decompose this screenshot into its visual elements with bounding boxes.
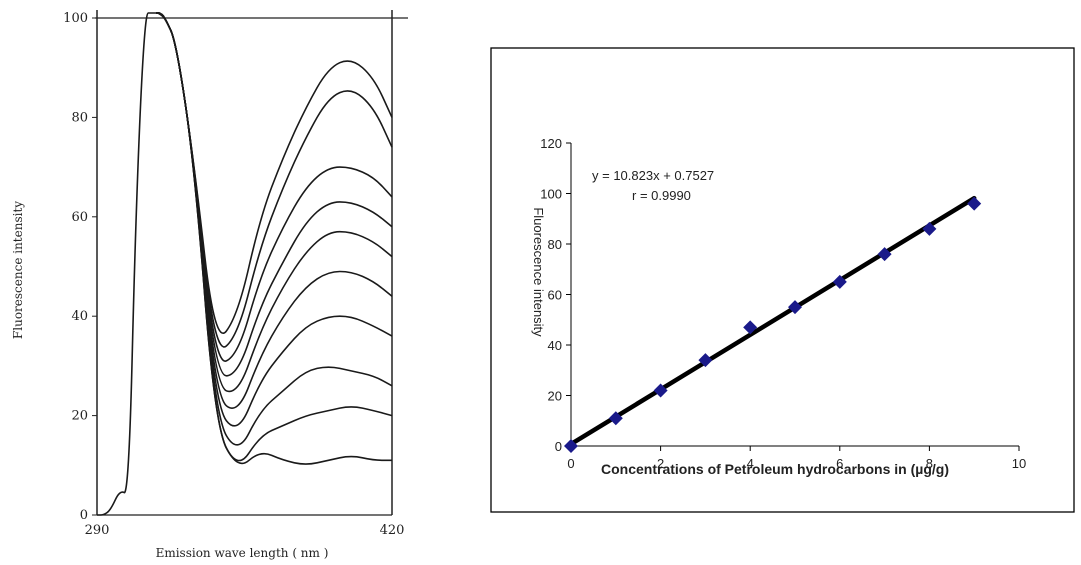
right-data-point xyxy=(788,300,802,315)
left-spectrum-line xyxy=(155,12,393,334)
right-x-tick-label: 0 xyxy=(567,456,574,471)
left-y-tick-label: 100 xyxy=(63,11,88,26)
left-x-tick-label: 420 xyxy=(380,523,405,538)
right-data-point xyxy=(922,221,937,236)
left-x-tick-label: 290 xyxy=(85,523,110,538)
left-spectrum-line xyxy=(155,12,393,462)
right-tick-group: 0 20 40 60 80 100 120 0 2 4 6 8 10 xyxy=(540,136,1026,471)
right-y-axis-label: Fluorescence intensity xyxy=(531,207,546,337)
right-data-point xyxy=(608,411,623,426)
right-data-point xyxy=(967,196,982,211)
right-data-point xyxy=(743,320,758,335)
left-spectrum-line xyxy=(155,12,393,393)
left-series-group xyxy=(97,12,393,516)
right-y-tick-label: 40 xyxy=(548,338,562,353)
left-spectrum-line xyxy=(155,12,393,427)
right-chart: 0 20 40 60 80 100 120 0 2 4 6 8 10 y = 10.823x + 0.7… xyxy=(490,47,1075,513)
right-y-tick-label: 100 xyxy=(540,187,562,202)
right-x-tick-label: 8 xyxy=(926,456,933,471)
left-chart: 0 20 40 60 80 100 290 420 Emission wave length … xyxy=(11,10,408,560)
left-spectrum-line xyxy=(155,12,393,377)
right-y-tick-label: 20 xyxy=(548,389,562,404)
right-data-point xyxy=(653,383,668,398)
right-data-point xyxy=(877,247,892,262)
right-x-tick-label: 4 xyxy=(747,456,754,471)
left-y-tick-label: 20 xyxy=(71,409,88,424)
left-tick-group: 0 20 40 60 80 100 290 420 xyxy=(63,11,404,538)
right-equation: y = 10.823x + 0.7527 xyxy=(592,168,714,183)
left-y-axis-label: Fluorescence intensity xyxy=(11,201,25,339)
right-x-tick-label: 2 xyxy=(657,456,664,471)
left-x-axis-label: Emission wave length ( nm ) xyxy=(156,546,329,560)
right-x-tick-label: 6 xyxy=(836,456,843,471)
left-plot-frame xyxy=(95,10,408,516)
right-data-point xyxy=(832,274,847,289)
left-y-tick-label: 40 xyxy=(71,309,88,324)
right-trendline xyxy=(568,195,977,447)
right-y-tick-label: 80 xyxy=(548,237,562,252)
right-y-tick-label: 0 xyxy=(555,439,562,454)
right-y-tick-label: 120 xyxy=(540,136,562,151)
left-y-tick-label: 0 xyxy=(80,508,88,523)
right-data-point xyxy=(564,439,578,453)
right-data-point xyxy=(698,353,713,368)
left-spectrum-line xyxy=(155,12,393,446)
right-y-tick-label: 60 xyxy=(548,288,562,303)
right-chart-border xyxy=(490,47,1075,513)
right-r-value: r = 0.9990 xyxy=(632,188,691,203)
left-y-tick-label: 60 xyxy=(71,210,88,225)
left-spectrum-line xyxy=(155,12,393,362)
right-points-group xyxy=(564,196,982,453)
left-y-tick-label: 80 xyxy=(71,110,88,125)
right-x-tick-label: 10 xyxy=(1012,456,1026,471)
right-x-axis-label: Concentrations of Petroleum hydrocarbons… xyxy=(601,461,949,477)
